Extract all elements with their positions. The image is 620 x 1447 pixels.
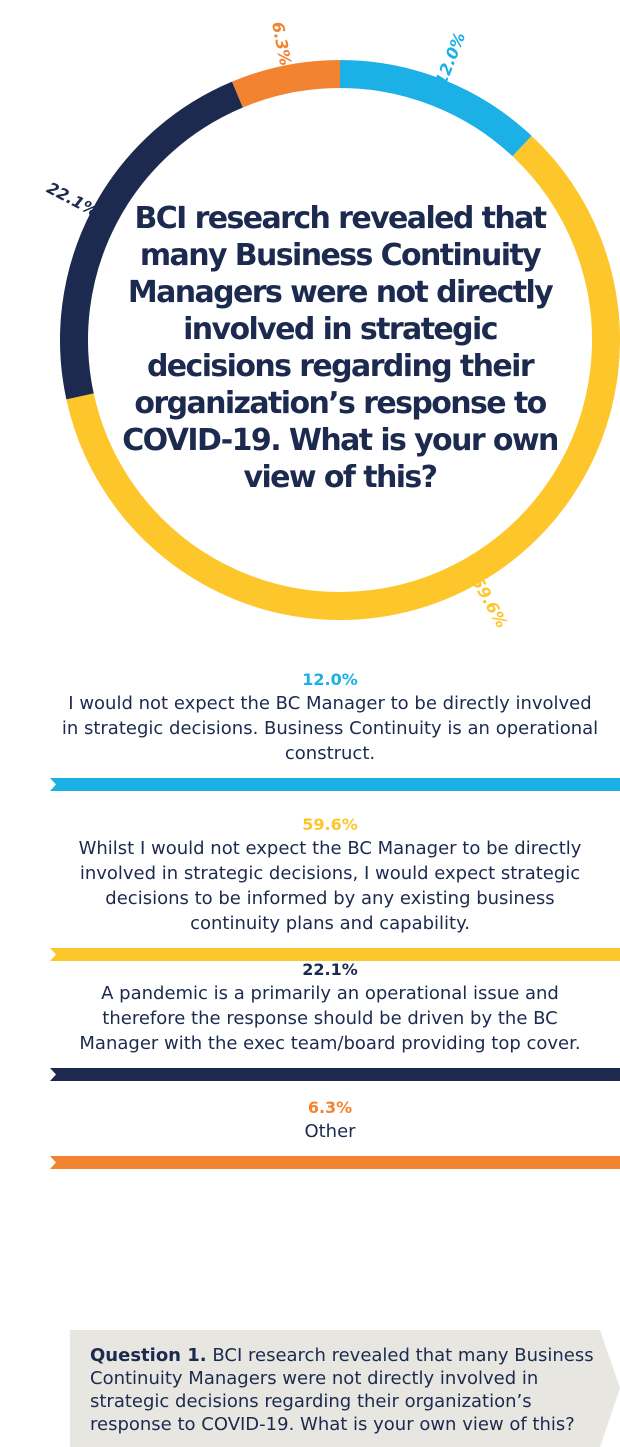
donut-segment [232, 60, 341, 108]
swatch-bar [50, 1156, 620, 1169]
legend-swatch [50, 948, 620, 961]
segment-label: 6.3% [268, 20, 295, 67]
legend-item: 6.3% Other [40, 1098, 620, 1169]
legend-text: Whilst I would not expect the BC Manager… [78, 838, 582, 934]
legend-item: 22.1% A pandemic is a primarily an operat… [40, 960, 620, 1081]
segment-label: 12.0% [431, 30, 469, 89]
legend-value: 12.0% [302, 670, 358, 689]
legend-value: 6.3% [307, 1098, 353, 1117]
question: Question 1. BCI research revealed that m… [90, 1344, 600, 1436]
legend-text: A pandemic is a primarily an operational… [79, 983, 581, 1054]
donut-chart: 12.0% 59.6% 22.1% 6.3% [44, 20, 620, 631]
legend-item: 12.0% I would not expect the BC Manager t… [40, 670, 620, 791]
segment-label: 22.1% [44, 178, 102, 221]
chart-title: BCI research revealed that many Business… [122, 201, 559, 495]
segment-label: 59.6% [468, 573, 512, 631]
question-text: BCI research revealed that many Business… [90, 1345, 594, 1435]
legend-text: I would not expect the BC Manager to be … [61, 693, 599, 764]
question-box [70, 1330, 620, 1447]
donut-segment [66, 135, 620, 620]
question-label: Question 1. [90, 1345, 207, 1366]
legend-swatch [50, 1156, 620, 1169]
legend-swatch [50, 778, 620, 791]
legend-swatch [50, 1068, 620, 1081]
donut-segment [60, 81, 243, 400]
swatch-bar [50, 948, 620, 961]
legend-value: 59.6% [302, 815, 358, 834]
legend-value: 22.1% [302, 960, 358, 979]
swatch-bar [50, 1068, 620, 1081]
legend-item: 59.6% Whilst I would not expect the BC Ma… [40, 815, 620, 961]
legend-text: Other [304, 1121, 356, 1142]
swatch-bar [50, 778, 620, 791]
donut-segment [339, 60, 532, 157]
